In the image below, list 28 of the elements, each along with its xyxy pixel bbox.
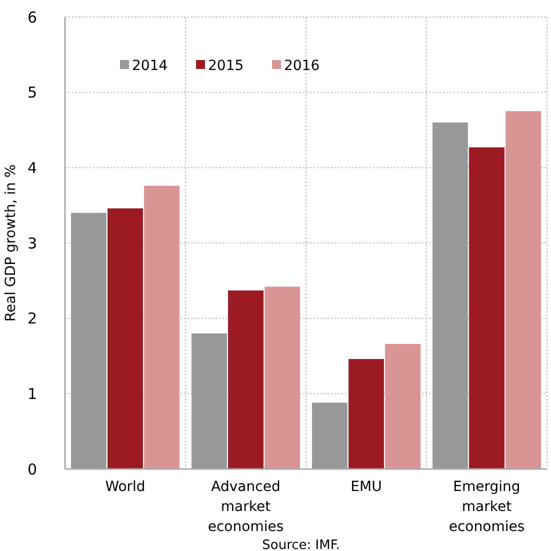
bar bbox=[108, 208, 143, 469]
bar bbox=[506, 111, 541, 469]
source-note: Source: IMF. bbox=[262, 538, 340, 551]
y-tick-label: 3 bbox=[27, 234, 37, 252]
legend-label: 2015 bbox=[208, 58, 244, 74]
bar bbox=[385, 344, 420, 469]
y-tick-label: 0 bbox=[27, 460, 37, 478]
x-tick-label: Emerging market economies bbox=[448, 479, 525, 535]
y-axis-title: Real GDP growth, in % bbox=[3, 164, 19, 322]
bar bbox=[469, 147, 504, 469]
y-tick-label: 1 bbox=[27, 384, 37, 403]
bar bbox=[71, 212, 106, 469]
legend-label: 2016 bbox=[284, 58, 320, 74]
y-tick-label: 2 bbox=[27, 310, 37, 328]
x-tick-label: EMU bbox=[350, 479, 382, 495]
y-tick-label: 6 bbox=[27, 8, 37, 26]
bar bbox=[348, 359, 384, 469]
y-tick-label: 4 bbox=[27, 158, 37, 177]
bar bbox=[432, 122, 468, 469]
bar bbox=[312, 402, 348, 469]
bar bbox=[228, 290, 264, 469]
y-tick-label: 5 bbox=[27, 84, 37, 102]
bar bbox=[144, 186, 180, 469]
x-tick-label: Advanced market economies bbox=[208, 479, 284, 535]
bar bbox=[192, 333, 227, 469]
x-tick-label: World bbox=[105, 479, 146, 495]
bar bbox=[264, 286, 300, 469]
legend-label: 2014 bbox=[132, 58, 168, 74]
